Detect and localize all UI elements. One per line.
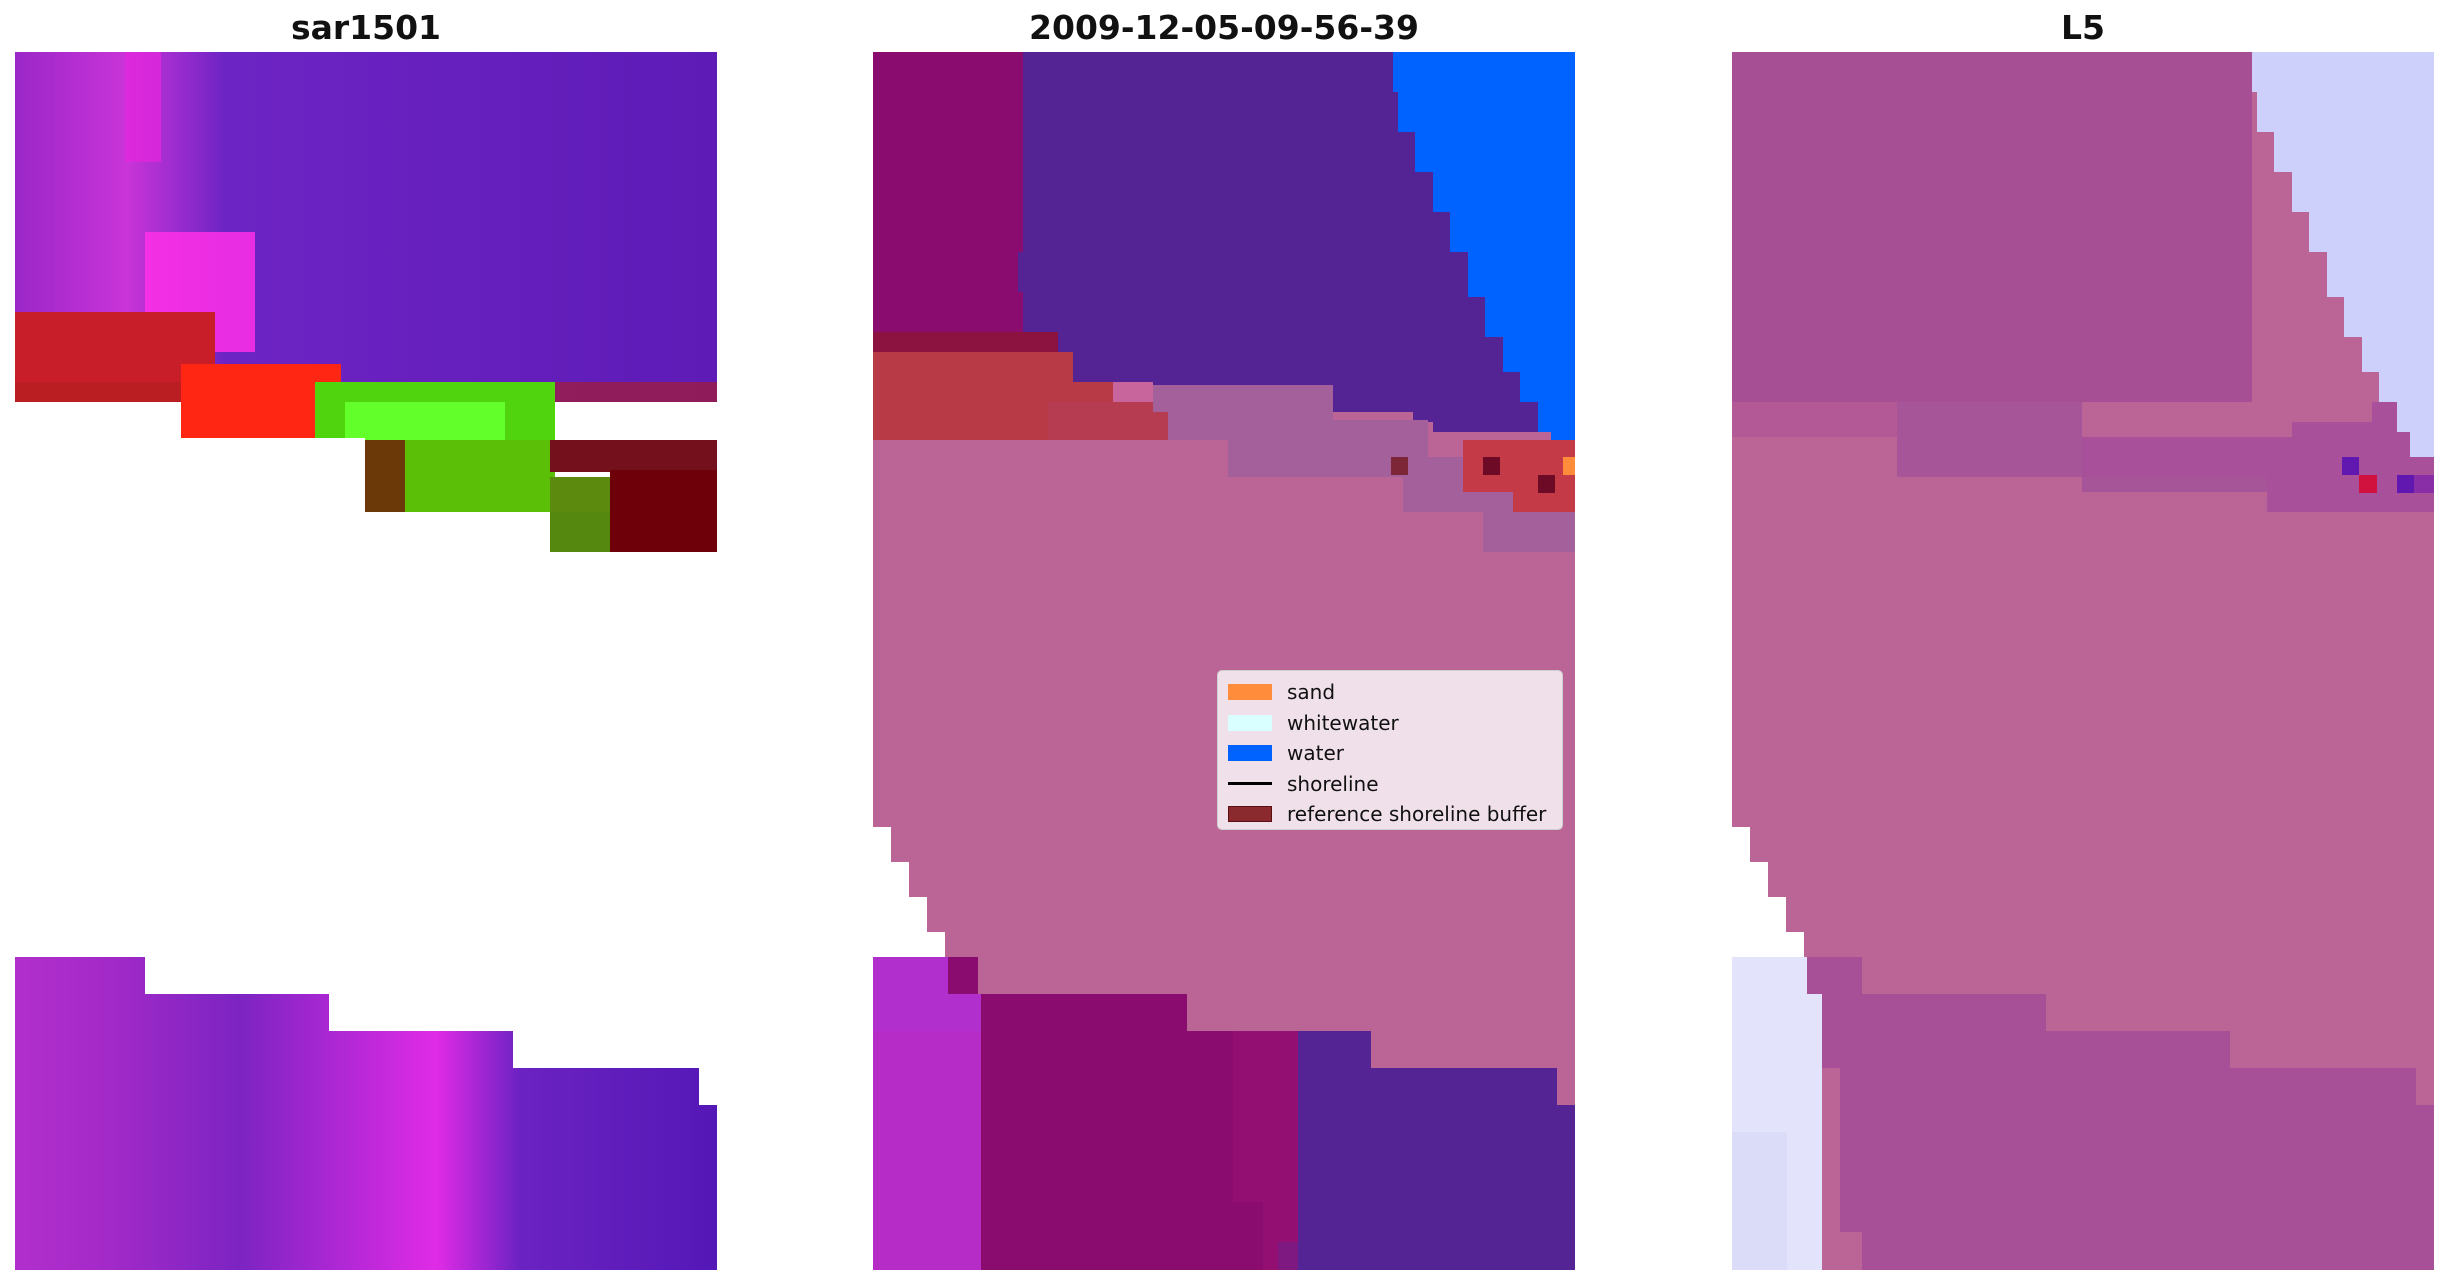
- legend-label-shoreline: shoreline: [1287, 771, 1379, 796]
- classification-panel: [873, 52, 1575, 1270]
- lower-class-region: [873, 957, 1575, 1270]
- legend-swatch-shoreline: [1228, 782, 1272, 786]
- legend-item-sand: sand: [1228, 677, 1552, 708]
- panel-title-date: 2009-12-05-09-56-39: [1029, 8, 1419, 47]
- legend-swatch-whitewater: [1228, 714, 1272, 731]
- legend-swatch-reference-buffer: [1228, 806, 1272, 823]
- legend-label-water: water: [1287, 741, 1344, 766]
- panel-title-sar1501: sar1501: [290, 8, 442, 47]
- upper-class-region: [873, 52, 1575, 552]
- rgb-image-panel: [15, 52, 717, 1270]
- legend-swatch-sand: [1228, 684, 1272, 701]
- legend-item-water: water: [1228, 738, 1552, 769]
- l5-panel: [1732, 52, 2434, 1270]
- legend-item-shoreline: shoreline: [1228, 769, 1552, 800]
- legend-item-reference-buffer: reference shoreline buffer: [1228, 799, 1552, 830]
- legend-label-whitewater: whitewater: [1287, 710, 1399, 735]
- legend-label-reference-buffer: reference shoreline buffer: [1287, 802, 1547, 827]
- l5-lower-region: [1732, 957, 2434, 1270]
- legend-item-whitewater: whitewater: [1228, 708, 1552, 739]
- lower-image-region: [15, 957, 717, 1270]
- nodata-region-panel1: [15, 402, 717, 957]
- l5-upper-region: [1897, 52, 2434, 512]
- legend: sand whitewater water shoreline referenc…: [1217, 670, 1563, 830]
- legend-swatch-water: [1228, 745, 1272, 762]
- legend-label-sand: sand: [1287, 680, 1336, 705]
- panel-title-l5: L5: [2061, 8, 2105, 47]
